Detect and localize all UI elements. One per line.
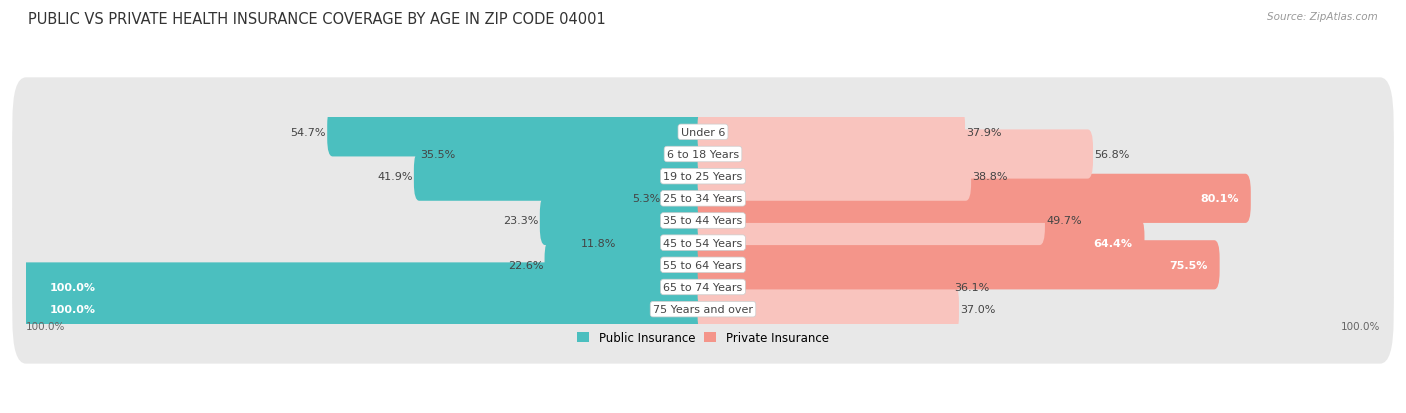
FancyBboxPatch shape [697, 241, 1219, 290]
FancyBboxPatch shape [617, 218, 709, 268]
FancyBboxPatch shape [697, 263, 953, 312]
Text: 100.0%: 100.0% [49, 304, 96, 314]
FancyBboxPatch shape [13, 145, 1393, 253]
FancyBboxPatch shape [13, 166, 1393, 275]
FancyBboxPatch shape [697, 130, 1092, 179]
Text: 11.8%: 11.8% [581, 238, 616, 248]
Text: 38.8%: 38.8% [973, 172, 1008, 182]
Text: Under 6: Under 6 [681, 128, 725, 138]
FancyBboxPatch shape [697, 108, 965, 157]
Text: 80.1%: 80.1% [1201, 194, 1239, 204]
Text: 75.5%: 75.5% [1168, 260, 1208, 270]
Text: 19 to 25 Years: 19 to 25 Years [664, 172, 742, 182]
FancyBboxPatch shape [413, 152, 709, 201]
Text: 49.7%: 49.7% [1046, 216, 1081, 226]
Text: 55 to 64 Years: 55 to 64 Years [664, 260, 742, 270]
FancyBboxPatch shape [13, 255, 1393, 364]
FancyBboxPatch shape [13, 189, 1393, 297]
Text: 25 to 34 Years: 25 to 34 Years [664, 194, 742, 204]
FancyBboxPatch shape [540, 197, 709, 245]
Text: PUBLIC VS PRIVATE HEALTH INSURANCE COVERAGE BY AGE IN ZIP CODE 04001: PUBLIC VS PRIVATE HEALTH INSURANCE COVER… [28, 12, 606, 27]
FancyBboxPatch shape [544, 241, 709, 290]
Text: 22.6%: 22.6% [508, 260, 543, 270]
Text: 65 to 74 Years: 65 to 74 Years [664, 282, 742, 292]
FancyBboxPatch shape [13, 100, 1393, 209]
Text: 54.7%: 54.7% [291, 128, 326, 138]
Text: 6 to 18 Years: 6 to 18 Years [666, 150, 740, 159]
Text: 37.0%: 37.0% [960, 304, 995, 314]
FancyBboxPatch shape [697, 174, 1251, 223]
FancyBboxPatch shape [697, 197, 1045, 245]
Text: 56.8%: 56.8% [1094, 150, 1130, 159]
FancyBboxPatch shape [13, 233, 1393, 342]
Text: 64.4%: 64.4% [1094, 238, 1132, 248]
Text: 37.9%: 37.9% [966, 128, 1002, 138]
FancyBboxPatch shape [13, 122, 1393, 231]
FancyBboxPatch shape [457, 130, 709, 179]
FancyBboxPatch shape [21, 285, 709, 334]
FancyBboxPatch shape [328, 108, 709, 157]
Text: 35 to 44 Years: 35 to 44 Years [664, 216, 742, 226]
Text: 100.0%: 100.0% [49, 282, 96, 292]
Text: 36.1%: 36.1% [955, 282, 990, 292]
FancyBboxPatch shape [697, 285, 959, 334]
Text: 35.5%: 35.5% [420, 150, 456, 159]
Text: 100.0%: 100.0% [25, 322, 65, 332]
Text: 45 to 54 Years: 45 to 54 Years [664, 238, 742, 248]
Legend: Public Insurance, Private Insurance: Public Insurance, Private Insurance [578, 332, 828, 344]
Text: 75 Years and over: 75 Years and over [652, 304, 754, 314]
FancyBboxPatch shape [13, 78, 1393, 187]
Text: 100.0%: 100.0% [1341, 322, 1381, 332]
FancyBboxPatch shape [21, 263, 709, 312]
Text: Source: ZipAtlas.com: Source: ZipAtlas.com [1267, 12, 1378, 22]
FancyBboxPatch shape [13, 211, 1393, 320]
FancyBboxPatch shape [697, 218, 1144, 268]
Text: 41.9%: 41.9% [377, 172, 412, 182]
FancyBboxPatch shape [662, 174, 709, 223]
FancyBboxPatch shape [697, 152, 972, 201]
Text: 5.3%: 5.3% [633, 194, 661, 204]
Text: 23.3%: 23.3% [503, 216, 538, 226]
